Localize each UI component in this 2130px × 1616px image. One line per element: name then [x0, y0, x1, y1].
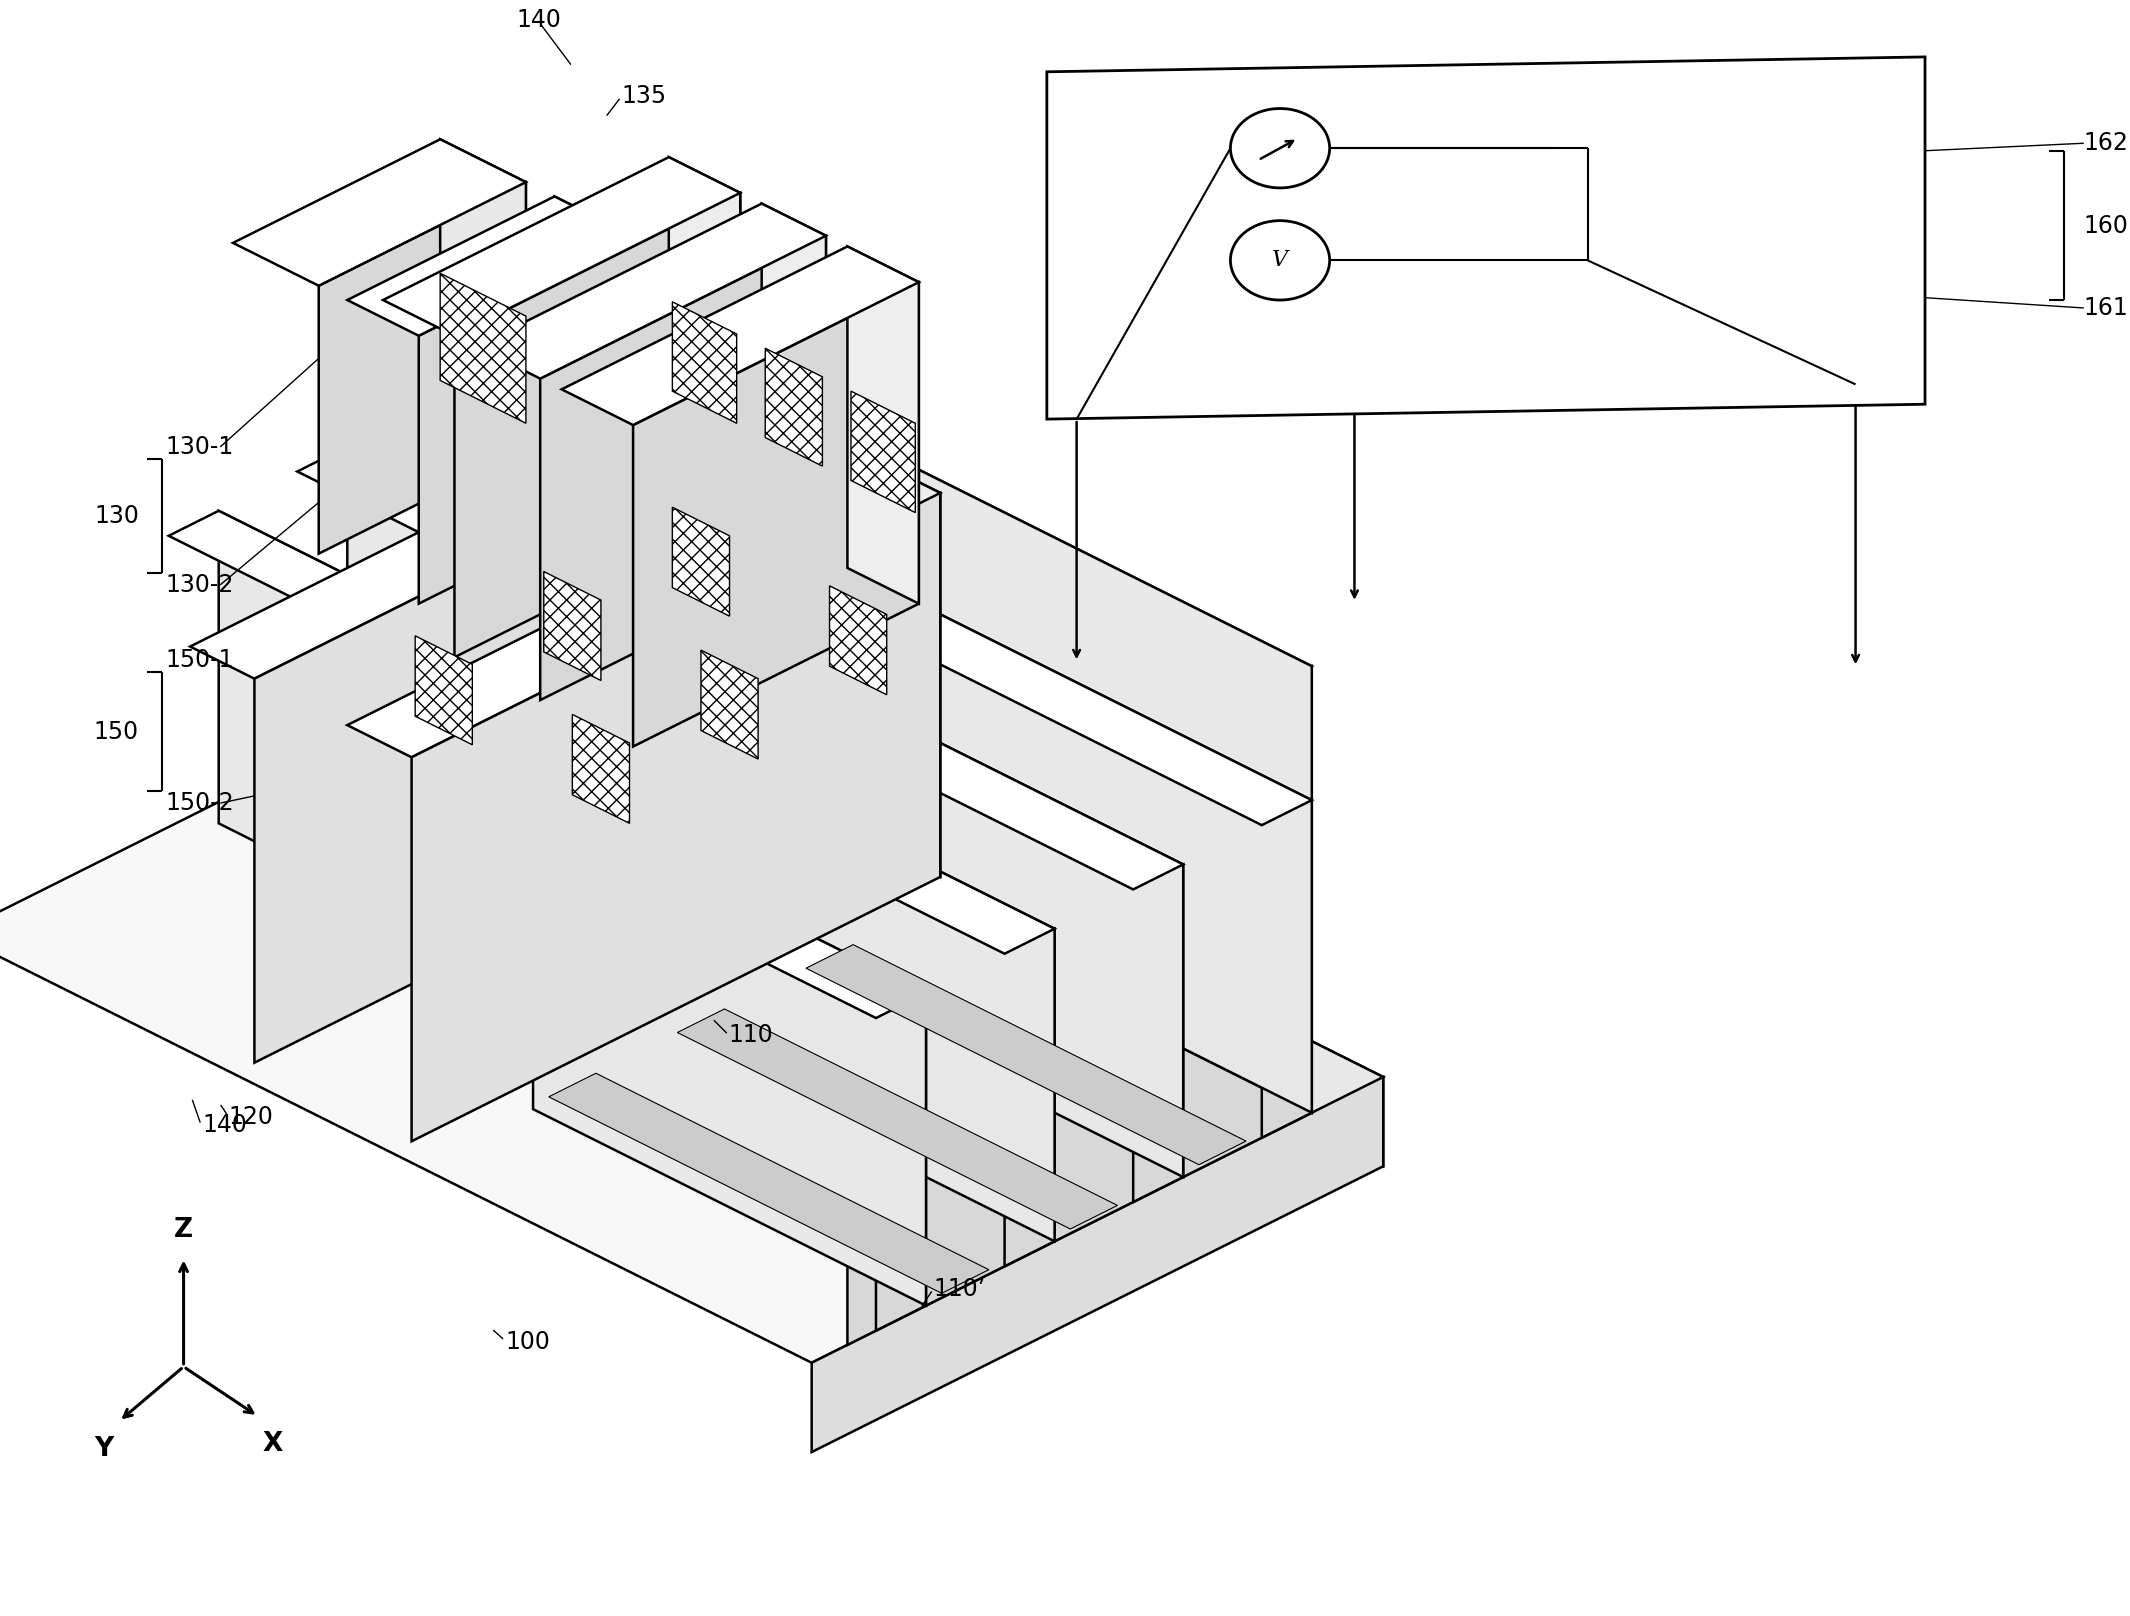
Polygon shape	[532, 797, 927, 1306]
Text: 135: 135	[622, 84, 667, 108]
Polygon shape	[347, 461, 939, 758]
Text: 140: 140	[515, 8, 562, 32]
Text: Z: Z	[175, 1217, 194, 1243]
Polygon shape	[852, 391, 916, 512]
Polygon shape	[526, 648, 1382, 1167]
Text: 162: 162	[2083, 131, 2128, 155]
Polygon shape	[347, 446, 790, 981]
Polygon shape	[848, 666, 1312, 1345]
Polygon shape	[918, 604, 1312, 1113]
Text: 161: 161	[2083, 296, 2128, 320]
Polygon shape	[484, 797, 927, 1018]
Polygon shape	[475, 383, 918, 916]
Ellipse shape	[1231, 221, 1329, 301]
Text: Y: Y	[94, 1437, 113, 1462]
Polygon shape	[1046, 57, 1926, 419]
Polygon shape	[805, 945, 1246, 1165]
Polygon shape	[829, 587, 886, 695]
Text: 150-1: 150-1	[166, 648, 234, 672]
Polygon shape	[869, 604, 1312, 826]
Text: 100: 100	[505, 1330, 550, 1354]
Text: 120: 120	[228, 1105, 273, 1130]
Polygon shape	[232, 139, 526, 286]
Polygon shape	[543, 572, 601, 680]
Polygon shape	[541, 236, 826, 700]
Text: 130: 130	[94, 504, 138, 528]
Polygon shape	[0, 648, 1382, 1362]
Polygon shape	[562, 247, 918, 425]
Polygon shape	[669, 157, 741, 514]
Polygon shape	[812, 1076, 1382, 1453]
Polygon shape	[718, 383, 784, 798]
Polygon shape	[741, 667, 790, 1005]
Polygon shape	[662, 732, 1054, 1241]
Polygon shape	[219, 511, 662, 1046]
Polygon shape	[673, 507, 728, 616]
Polygon shape	[701, 650, 758, 760]
Polygon shape	[420, 233, 626, 604]
Polygon shape	[298, 446, 790, 693]
Ellipse shape	[1231, 108, 1329, 187]
Polygon shape	[875, 994, 927, 1330]
Text: X: X	[262, 1432, 283, 1458]
Polygon shape	[415, 635, 473, 745]
Polygon shape	[875, 461, 939, 877]
Text: 140: 140	[202, 1113, 247, 1136]
Polygon shape	[673, 302, 737, 423]
Text: V: V	[1272, 249, 1289, 271]
Polygon shape	[677, 1008, 1118, 1230]
Polygon shape	[1261, 800, 1312, 1138]
Polygon shape	[426, 383, 918, 629]
Polygon shape	[869, 604, 918, 941]
Text: 130-1: 130-1	[166, 435, 234, 459]
Polygon shape	[790, 667, 1182, 1176]
Polygon shape	[848, 247, 918, 604]
Polygon shape	[741, 667, 1182, 889]
Polygon shape	[320, 183, 526, 554]
Polygon shape	[1005, 929, 1054, 1267]
Polygon shape	[475, 204, 826, 378]
Text: 150-2: 150-2	[166, 792, 234, 814]
Text: 110’: 110’	[933, 1277, 986, 1301]
Polygon shape	[454, 470, 1312, 898]
Polygon shape	[383, 157, 741, 336]
Polygon shape	[168, 511, 662, 758]
Text: 130-2: 130-2	[166, 572, 234, 596]
Polygon shape	[441, 273, 526, 423]
Polygon shape	[550, 1073, 988, 1293]
Polygon shape	[554, 197, 626, 499]
Polygon shape	[454, 192, 741, 658]
Polygon shape	[347, 197, 626, 336]
Polygon shape	[611, 732, 1054, 953]
Polygon shape	[765, 349, 822, 465]
Text: 150: 150	[94, 719, 138, 743]
Polygon shape	[441, 139, 526, 451]
Polygon shape	[918, 470, 1312, 1113]
Polygon shape	[253, 414, 784, 1063]
Polygon shape	[1133, 865, 1182, 1202]
Polygon shape	[611, 732, 662, 1070]
Text: 160: 160	[2083, 213, 2128, 238]
Polygon shape	[190, 383, 784, 679]
Polygon shape	[573, 714, 630, 824]
Polygon shape	[633, 283, 918, 747]
Polygon shape	[763, 204, 826, 558]
Polygon shape	[411, 493, 939, 1141]
Text: 110: 110	[728, 1023, 773, 1047]
